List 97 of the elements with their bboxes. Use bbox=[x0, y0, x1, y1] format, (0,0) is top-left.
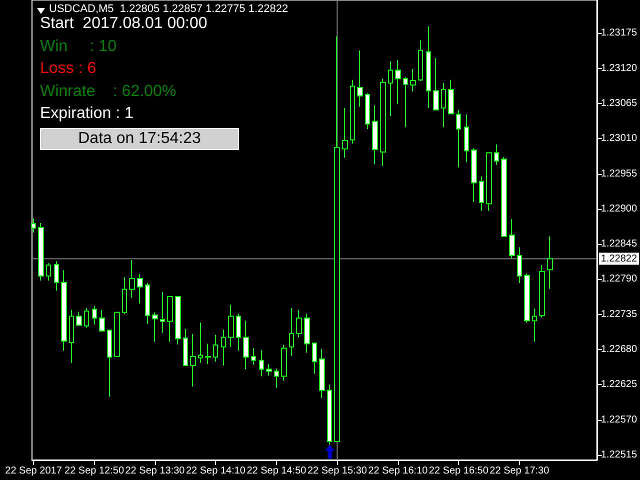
candlestick bbox=[289, 307, 294, 356]
candlestick bbox=[304, 313, 310, 354]
candlestick bbox=[365, 92, 370, 130]
candlestick bbox=[494, 144, 499, 166]
x-tick-label: 22 Sep 16:50 bbox=[428, 466, 489, 476]
candlestick bbox=[236, 313, 241, 352]
candlestick bbox=[433, 58, 439, 110]
candlestick bbox=[76, 311, 82, 326]
candlestick bbox=[388, 60, 393, 117]
candlestick bbox=[281, 344, 287, 382]
candlestick bbox=[448, 79, 454, 114]
annotation: Win : 10 bbox=[40, 38, 116, 56]
y-tick-label: 1.22515 bbox=[600, 449, 638, 460]
x-tick-label: 22 Sep 13:30 bbox=[125, 466, 186, 476]
y-tick-label: 1.23120 bbox=[600, 62, 638, 74]
annotation: Start 2017.08.01 00:00 bbox=[40, 15, 208, 33]
candlestick bbox=[114, 312, 120, 357]
candlestick bbox=[38, 222, 44, 281]
y-tick-label: 1.22900 bbox=[600, 203, 638, 214]
candlestick bbox=[486, 152, 492, 212]
candlestick bbox=[471, 148, 477, 202]
annotation: Winrate : 62.00% bbox=[40, 82, 176, 100]
x-tick-label: 22 Sep 14:50 bbox=[246, 466, 307, 476]
candlestick bbox=[259, 350, 264, 377]
candlestick bbox=[319, 348, 325, 399]
y-tick-label: 1.22735 bbox=[600, 308, 638, 320]
candlestick bbox=[350, 79, 355, 144]
y-tick-label: 1.22625 bbox=[600, 379, 638, 390]
candlestick bbox=[152, 312, 158, 342]
candlestick bbox=[213, 334, 218, 362]
candlestick bbox=[539, 264, 545, 318]
candlestick bbox=[46, 262, 51, 281]
candlestick bbox=[122, 276, 127, 314]
y-tick-label: 1.23065 bbox=[600, 98, 638, 109]
ref-line-label: 1.22822 bbox=[600, 253, 638, 264]
candlestick bbox=[357, 50, 363, 108]
candlestick bbox=[205, 343, 211, 365]
candlestick bbox=[61, 270, 67, 352]
candlestick bbox=[243, 320, 249, 370]
x-tick-label: 22 Sep 15:30 bbox=[307, 466, 368, 476]
candlestick bbox=[92, 306, 97, 326]
candlestick bbox=[160, 291, 165, 334]
x-tick-label: 22 Sep 14:10 bbox=[186, 466, 246, 476]
x-tick-label: 22 Sep 12:50 bbox=[64, 466, 124, 476]
candlestick bbox=[418, 40, 423, 82]
candlestick bbox=[99, 309, 105, 332]
candlestick bbox=[183, 328, 188, 366]
annotation: Expiration : 1 bbox=[40, 105, 134, 123]
candlestick bbox=[167, 296, 173, 342]
candlestick bbox=[509, 218, 515, 259]
candlestick bbox=[456, 109, 461, 168]
candlestick bbox=[145, 282, 150, 324]
candlestick bbox=[547, 236, 553, 290]
candlestick bbox=[175, 296, 181, 345]
y-tick-label: 1.23010 bbox=[600, 133, 638, 144]
candlestick bbox=[410, 68, 416, 92]
chart-title: USDCAD,M5 1.22805 1.22857 1.22775 1.22822 bbox=[49, 3, 288, 15]
candlestick bbox=[228, 304, 234, 348]
candlestick bbox=[198, 322, 203, 364]
candlestick bbox=[464, 114, 469, 163]
candlestick bbox=[107, 330, 112, 398]
candlestick bbox=[69, 309, 74, 364]
candlestick bbox=[441, 82, 446, 128]
candlestick bbox=[266, 364, 272, 376]
y-tick-label: 1.22790 bbox=[600, 274, 638, 285]
candlestick bbox=[251, 348, 256, 366]
candlestick bbox=[524, 272, 530, 324]
candlestick bbox=[342, 107, 348, 158]
candlestick bbox=[129, 260, 135, 298]
candlestick bbox=[380, 78, 386, 167]
candlestick bbox=[54, 260, 59, 292]
candlestick bbox=[327, 384, 332, 446]
candlestick bbox=[403, 76, 408, 128]
button: Data on 17:54:23 bbox=[40, 128, 239, 150]
candlestick bbox=[532, 308, 537, 342]
y-tick-label: 1.22845 bbox=[600, 238, 638, 250]
candlestick bbox=[221, 329, 226, 366]
candlestick bbox=[372, 104, 378, 165]
annotation: Loss : 6 bbox=[40, 60, 96, 78]
candlestick bbox=[395, 60, 401, 105]
y-tick-label: 1.23175 bbox=[600, 28, 638, 39]
x-tick-label: 22 Sep 17:30 bbox=[490, 466, 550, 476]
candlestick bbox=[190, 334, 196, 388]
candlestick bbox=[501, 156, 507, 237]
candlestick bbox=[479, 176, 484, 212]
y-tick-label: 1.22955 bbox=[600, 168, 638, 180]
y-tick-label: 1.22680 bbox=[600, 344, 638, 355]
candlestick bbox=[312, 342, 317, 374]
x-tick-label: 22 Sep 16:10 bbox=[368, 466, 428, 476]
candlestick bbox=[296, 309, 302, 338]
candlestick bbox=[137, 274, 143, 304]
x-tick-label: 22 Sep 2017 bbox=[5, 466, 62, 476]
y-tick-label: 1.22570 bbox=[600, 414, 638, 426]
candlestick bbox=[517, 246, 522, 284]
candlestick bbox=[274, 368, 279, 388]
candlestick bbox=[426, 26, 431, 108]
candlestick bbox=[84, 307, 89, 328]
